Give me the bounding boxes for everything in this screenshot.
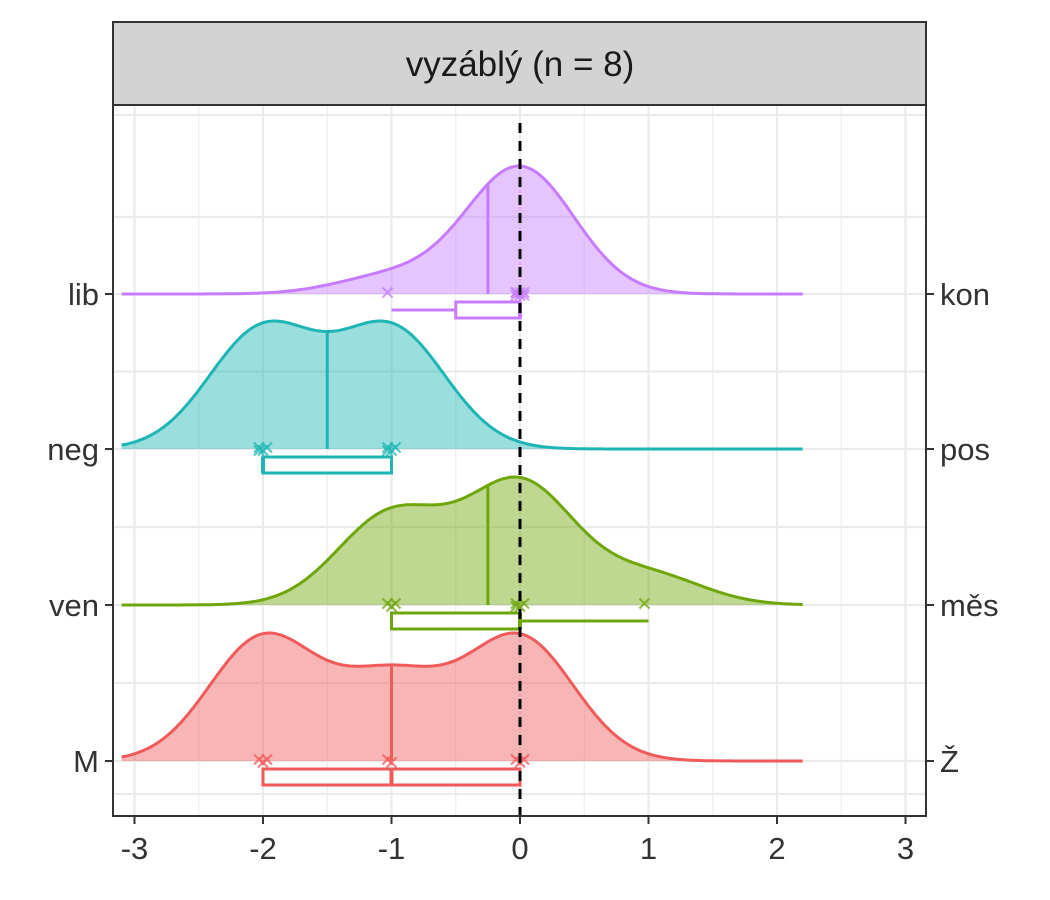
density-area — [121, 477, 803, 605]
strip-background — [112, 21, 927, 106]
density-area — [121, 166, 803, 294]
series-layer — [121, 164, 803, 787]
series-ven — [121, 475, 803, 631]
x-tick-label: -3 — [121, 831, 149, 866]
y-right-tick-label: kon — [940, 277, 990, 312]
y-left-tick-label: neg — [47, 432, 99, 467]
y-right-tick-label: měs — [940, 588, 999, 623]
series-neg — [121, 319, 803, 475]
density-curve — [121, 319, 803, 451]
y-left-tick-label: lib — [68, 277, 99, 312]
data-point — [381, 444, 394, 457]
chart-title: vyzáblý (n = 8) — [406, 45, 635, 84]
data-point — [638, 597, 651, 610]
data-point — [381, 286, 394, 299]
axes: -3 -2 -1 0 1 2 3 lib kon neg pos ven měs M Ž — [47, 277, 998, 866]
y-left-tick-label: M — [73, 744, 99, 779]
density-curve — [121, 475, 803, 607]
x-tick-label: 0 — [511, 831, 528, 866]
x-tick-label: 3 — [897, 831, 914, 866]
data-point — [261, 753, 273, 766]
x-tick-label: 2 — [768, 831, 785, 866]
data-point — [261, 441, 273, 454]
data-point — [385, 756, 398, 769]
y-right-tick-label: Ž — [940, 744, 959, 779]
x-tick-label: -1 — [378, 831, 406, 866]
data-point — [389, 441, 402, 454]
density-curve — [121, 631, 803, 763]
x-tick-label: 1 — [640, 831, 657, 866]
box — [261, 455, 393, 475]
data-point — [389, 597, 402, 610]
density-curve — [121, 164, 803, 296]
density-area — [121, 633, 803, 761]
y-left-tick-label: ven — [49, 588, 99, 623]
data-point — [253, 444, 265, 457]
density-area — [121, 321, 803, 449]
box — [390, 611, 522, 631]
box — [454, 300, 522, 320]
x-tick-label: -2 — [249, 831, 277, 866]
series-M — [121, 631, 803, 787]
y-right-tick-label: pos — [940, 432, 990, 467]
